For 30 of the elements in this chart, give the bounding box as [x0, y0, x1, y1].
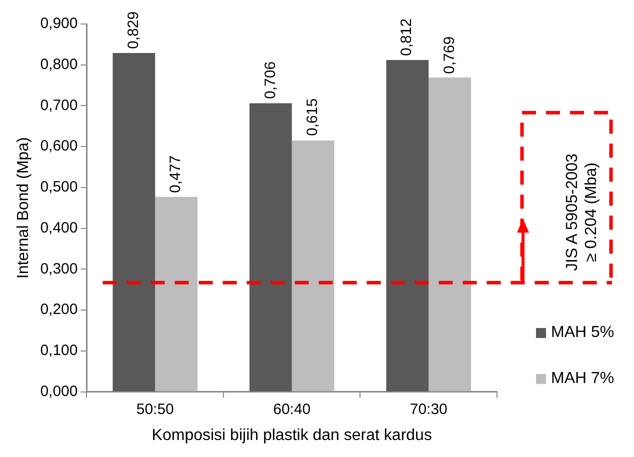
x-axis-title: Komposisi bijih plastik dan serat kardus	[152, 426, 432, 444]
ref-line-label: JIS A 5905-2003 ≥ 0.204 (Mba)	[562, 153, 601, 271]
x-tick-label: 70:30	[410, 400, 448, 418]
legend-label: MAH 5%	[551, 324, 614, 342]
legend-label: MAH 7%	[551, 370, 614, 388]
y-tick-label: 0,600	[40, 138, 78, 155]
y-tick-label: 0,200	[40, 301, 78, 318]
bar	[155, 196, 198, 392]
x-tick-label: 60:40	[273, 400, 311, 418]
data-label: 0,829	[124, 11, 143, 49]
data-label: 0,812	[398, 18, 416, 56]
bar	[292, 140, 334, 392]
y-axis-title: Internal Bond (Mpa)	[15, 137, 32, 279]
x-tick-label: 50:50	[136, 400, 174, 418]
y-tick-label: 0,400	[40, 219, 78, 236]
bar	[428, 78, 472, 392]
y-tick-label: 0,100	[40, 342, 78, 360]
data-label: 0,769	[440, 36, 459, 74]
bar	[386, 60, 429, 392]
bar	[249, 103, 292, 392]
data-label: 0,477	[167, 155, 186, 193]
y-tick-label: 0,700	[40, 96, 78, 114]
y-tick-label: 0,800	[40, 56, 78, 74]
data-label: 0,706	[262, 62, 280, 100]
y-tick-label: 0,300	[40, 260, 78, 278]
y-tick-label: 0,000	[40, 382, 78, 400]
y-tick-label: 0,900	[40, 15, 78, 32]
bar	[112, 53, 156, 392]
y-tick-label: 0,500	[40, 178, 78, 196]
data-label: 0,615	[304, 98, 322, 136]
